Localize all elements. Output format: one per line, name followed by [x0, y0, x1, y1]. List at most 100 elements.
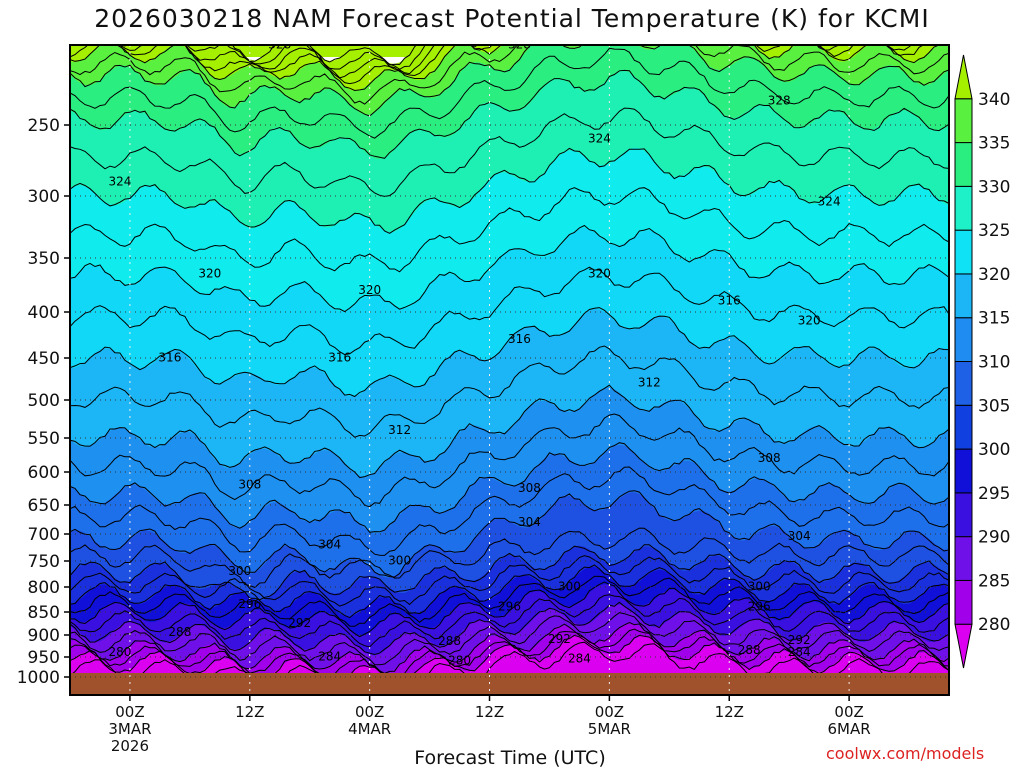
colorbar-segment: [954, 536, 973, 581]
y-tick-label: 500: [28, 391, 60, 411]
contour-line: [70, 345, 949, 438]
contour-band: [70, 45, 939, 91]
chart-title: 2026030218 NAM Forecast Potential Temper…: [94, 4, 930, 33]
contour-label: 328: [268, 38, 291, 52]
colorbar-label: 320: [978, 265, 1010, 285]
colorbar-label: 285: [978, 571, 1010, 591]
contour-line: [122, 45, 427, 70]
source-credit: coolwx.com/models: [826, 744, 985, 763]
y-tick-label: 350: [28, 249, 60, 269]
contour-line: [70, 45, 941, 92]
contour-value-labels: 280 280 284 284 284 288 288 288 292 292 292 296 296 2…: [108, 38, 841, 668]
contour-line: [70, 307, 949, 398]
contour-line: [70, 601, 949, 656]
y-tick-label: 750: [28, 552, 60, 572]
plot-frame: [69, 44, 950, 696]
x-tick-label: 5MAR: [588, 720, 631, 738]
contour-line: [70, 641, 949, 693]
contour-line: [70, 47, 949, 139]
contour-line: [70, 45, 949, 117]
contour-label: 324: [588, 132, 611, 146]
contour-label: 316: [328, 351, 351, 365]
colorbar-segment: [954, 317, 973, 363]
contour-label: 304: [318, 537, 341, 551]
contour-line: [70, 45, 913, 79]
colorbar-segment: [954, 273, 973, 319]
colorbar-segment: [954, 361, 973, 406]
contour-line: [70, 466, 949, 556]
contour-label: 316: [718, 294, 741, 308]
colorbar-label: 310: [978, 353, 1010, 373]
colorbar-label: 290: [978, 528, 1010, 548]
contour-line: [70, 612, 949, 666]
x-tick-label: 3MAR: [108, 720, 151, 738]
colorbar-label: 305: [978, 396, 1010, 416]
contour-label: 284: [788, 645, 811, 659]
contour-label: 308: [238, 478, 261, 492]
y-tick-label: 400: [28, 303, 60, 323]
contour-label: 320: [798, 314, 821, 328]
contour-label: 292: [788, 633, 811, 647]
y-tick-label: 700: [28, 525, 60, 545]
x-tick-label: 00Z: [115, 703, 144, 721]
colorbar-label: 300: [978, 440, 1010, 460]
y-tick-label: 950: [28, 648, 60, 668]
contour-label: 296: [498, 600, 521, 614]
colorbar-label: 335: [978, 134, 1010, 154]
contour-lines: [70, 45, 949, 693]
contour-label: 296: [748, 600, 771, 614]
contour-line: [70, 187, 949, 273]
contour-line: [70, 69, 949, 159]
x-tick-label: 2026: [111, 737, 149, 755]
contour-line: [70, 527, 949, 589]
contour-label: 280: [448, 654, 471, 668]
colorbar-segment: [954, 142, 973, 187]
contour-line: [70, 224, 949, 313]
y-tick-label: 300: [28, 187, 60, 207]
x-tick-label: 12Z: [235, 703, 264, 721]
y-tick-label: 250: [28, 116, 60, 136]
colorbar-segment: [954, 579, 973, 625]
contour-line: [70, 628, 949, 681]
filled-contour-bands: [70, 45, 949, 695]
contour-line: [70, 45, 925, 85]
colorbar: 280 285 290 295 300 305 310 315 320 325 330 335 340: [954, 54, 1010, 669]
y-tick-label: 800: [28, 578, 60, 598]
colorbar-label: 340: [978, 90, 1010, 110]
colorbar-segment: [954, 623, 973, 669]
contour-line: [70, 490, 949, 578]
contour-label: 284: [318, 650, 341, 664]
x-tick-label: 12Z: [715, 703, 744, 721]
x-axis-title: Forecast Time (UTC): [414, 747, 606, 769]
y-tick-label: 550: [28, 429, 60, 449]
contour-label: 300: [748, 580, 771, 594]
contour-line: [70, 413, 949, 508]
contour-label: 316: [158, 351, 181, 365]
colorbar-label: 315: [978, 309, 1010, 329]
contour-label: 320: [358, 283, 381, 297]
contour-label: 288: [738, 643, 761, 657]
contour-label: 308: [518, 481, 541, 495]
y-axis: 250 300 350 400 450 500 550 600 650 700 750 800 850 9…: [17, 116, 70, 688]
contour-label: 280: [108, 645, 131, 659]
contour-label: 288: [168, 625, 191, 639]
x-tick-label: 12Z: [475, 703, 504, 721]
y-tick-label: 850: [28, 603, 60, 623]
contour-line: [70, 384, 949, 479]
contour-label: 292: [288, 616, 311, 630]
colorbar-label: 330: [978, 177, 1010, 197]
x-tick-label: 6MAR: [828, 720, 871, 738]
contour-label: 324: [818, 195, 841, 209]
colorbar-segment: [954, 54, 973, 100]
contour-line: [70, 544, 949, 601]
x-tick-label: 00Z: [595, 703, 624, 721]
contour-line: [70, 555, 949, 607]
y-tick-label: 900: [28, 626, 60, 646]
contour-label: 328: [508, 38, 531, 52]
contour-line: [70, 621, 949, 674]
colorbar-label: 325: [978, 221, 1010, 241]
contour-line: [70, 45, 949, 105]
colorbar-segment: [954, 185, 973, 231]
